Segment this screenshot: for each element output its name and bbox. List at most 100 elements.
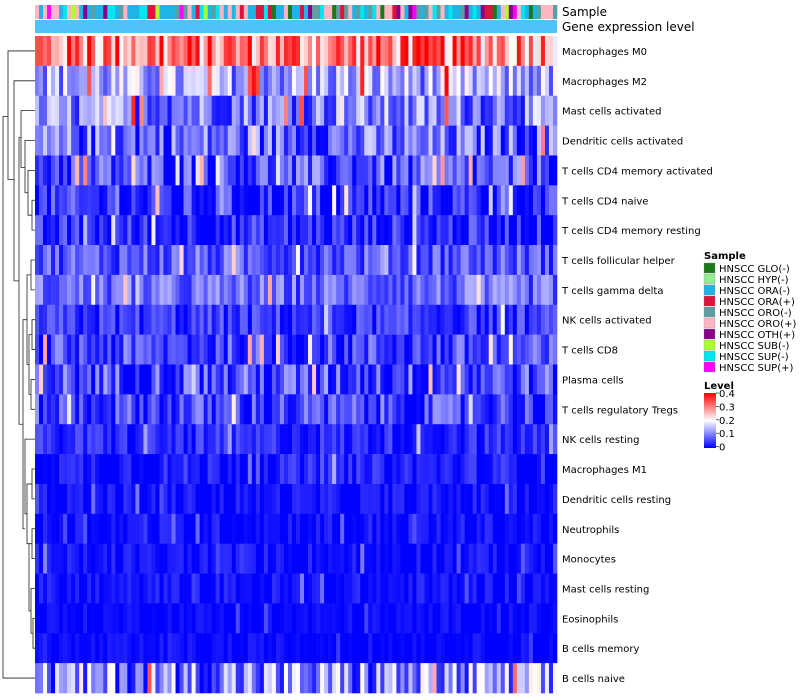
heatmap-cell	[428, 454, 433, 485]
heatmap-cell	[91, 274, 96, 306]
heatmap-cell	[119, 36, 124, 67]
heatmap-cell	[283, 36, 289, 67]
heatmap-cell	[312, 394, 317, 425]
heatmap-cell	[259, 304, 265, 335]
heatmap-cell	[364, 543, 369, 574]
heatmap-cell	[372, 573, 377, 604]
heatmap-cell	[119, 274, 124, 306]
heatmap-cell	[251, 125, 257, 156]
heatmap-cell	[111, 304, 116, 335]
heatmap-cell	[239, 483, 245, 515]
sample-annotation-cell	[195, 5, 200, 19]
heatmap-cell	[316, 364, 321, 395]
heatmap-cell	[380, 185, 385, 216]
heatmap-cell	[251, 424, 257, 455]
sample-annotation-cell	[35, 5, 40, 19]
heatmap-cell	[364, 633, 369, 664]
sample-annotation-cell	[320, 5, 325, 19]
heatmap-cell	[171, 454, 176, 485]
heatmap-cell	[508, 603, 514, 634]
heatmap-cell	[187, 65, 192, 97]
heatmap-cell	[175, 185, 180, 216]
heatmap-cell	[119, 125, 124, 156]
heatmap-cell	[320, 125, 325, 156]
heatmap-cell	[440, 573, 445, 604]
heatmap-cell	[203, 513, 208, 544]
heatmap-cell	[103, 394, 108, 425]
heatmap-cell	[123, 334, 128, 365]
heatmap-cell	[75, 215, 80, 246]
heatmap-cell	[456, 215, 461, 246]
heatmap-cell	[51, 245, 56, 276]
heatmap-cell	[127, 603, 132, 634]
heatmap-cell	[103, 513, 108, 544]
sample-annotation-cell	[476, 5, 482, 19]
heatmap-cell	[183, 245, 188, 276]
heatmap-cell	[103, 454, 108, 485]
heatmap-cell	[412, 394, 417, 425]
heatmap-cell	[63, 543, 68, 574]
heatmap-cell	[320, 513, 325, 544]
heatmap-cell	[219, 573, 225, 604]
heatmap-cell	[348, 65, 353, 97]
heatmap-cell	[508, 155, 514, 186]
sample-annotation-cell	[500, 5, 506, 19]
heatmap-cell	[332, 573, 337, 604]
heatmap-cell	[508, 633, 514, 664]
heatmap-cell	[316, 394, 321, 425]
heatmap-cell	[55, 215, 60, 246]
heatmap-cell	[155, 36, 160, 67]
heatmap-cell	[504, 65, 510, 97]
heatmap-cell	[320, 95, 325, 126]
heatmap-cell	[147, 95, 152, 126]
heatmap-cell	[87, 334, 92, 365]
sample-annotation-cell	[356, 5, 361, 19]
heatmap-cell	[528, 95, 534, 126]
heatmap-cell	[223, 185, 229, 216]
heatmap-cell	[480, 513, 486, 544]
dendrogram-branch	[26, 483, 32, 545]
heatmap-cell	[348, 394, 353, 425]
heatmap-cell	[123, 633, 128, 664]
heatmap-cell	[271, 394, 277, 425]
heatmap-cell	[183, 454, 188, 485]
heatmap-cell	[500, 304, 506, 335]
heatmap-cell	[440, 394, 445, 425]
heatmap-cell	[512, 274, 518, 306]
heatmap-cell	[392, 633, 397, 664]
heatmap-cell	[91, 245, 96, 276]
heatmap-cell	[87, 454, 92, 485]
heatmap-cell	[320, 304, 325, 335]
heatmap-cell	[183, 394, 188, 425]
heatmap-cell	[484, 304, 490, 335]
heatmap-cell	[456, 334, 461, 365]
heatmap-cell	[356, 483, 361, 515]
heatmap-cell	[344, 633, 349, 664]
heatmap-cell	[420, 95, 425, 126]
heatmap-cell	[35, 424, 40, 455]
heatmap-cell	[528, 454, 534, 485]
heatmap-cell	[107, 125, 112, 156]
heatmap-cell	[376, 603, 381, 634]
heatmap-cell	[63, 65, 68, 97]
heatmap-cell	[460, 215, 465, 246]
heatmap-cell	[356, 65, 361, 97]
heatmap-cell	[452, 513, 457, 544]
heatmap-cell	[55, 185, 60, 216]
heatmap-cell	[324, 245, 329, 276]
heatmap-cell	[83, 155, 88, 186]
heatmap-cell	[476, 334, 482, 365]
heatmap-cell	[263, 483, 269, 515]
heatmap-cell	[63, 424, 68, 455]
heatmap-cell	[43, 394, 48, 425]
heatmap-cell	[356, 95, 361, 126]
heatmap-cell	[516, 364, 522, 395]
heatmap-cell	[384, 304, 389, 335]
heatmap-cell	[384, 245, 389, 276]
heatmap-cell	[428, 483, 433, 515]
heatmap-cell	[143, 483, 148, 515]
heatmap-cell	[488, 215, 494, 246]
heatmap-cell	[103, 36, 108, 67]
heatmap-cell	[400, 633, 405, 664]
heatmap-cell	[39, 424, 44, 455]
